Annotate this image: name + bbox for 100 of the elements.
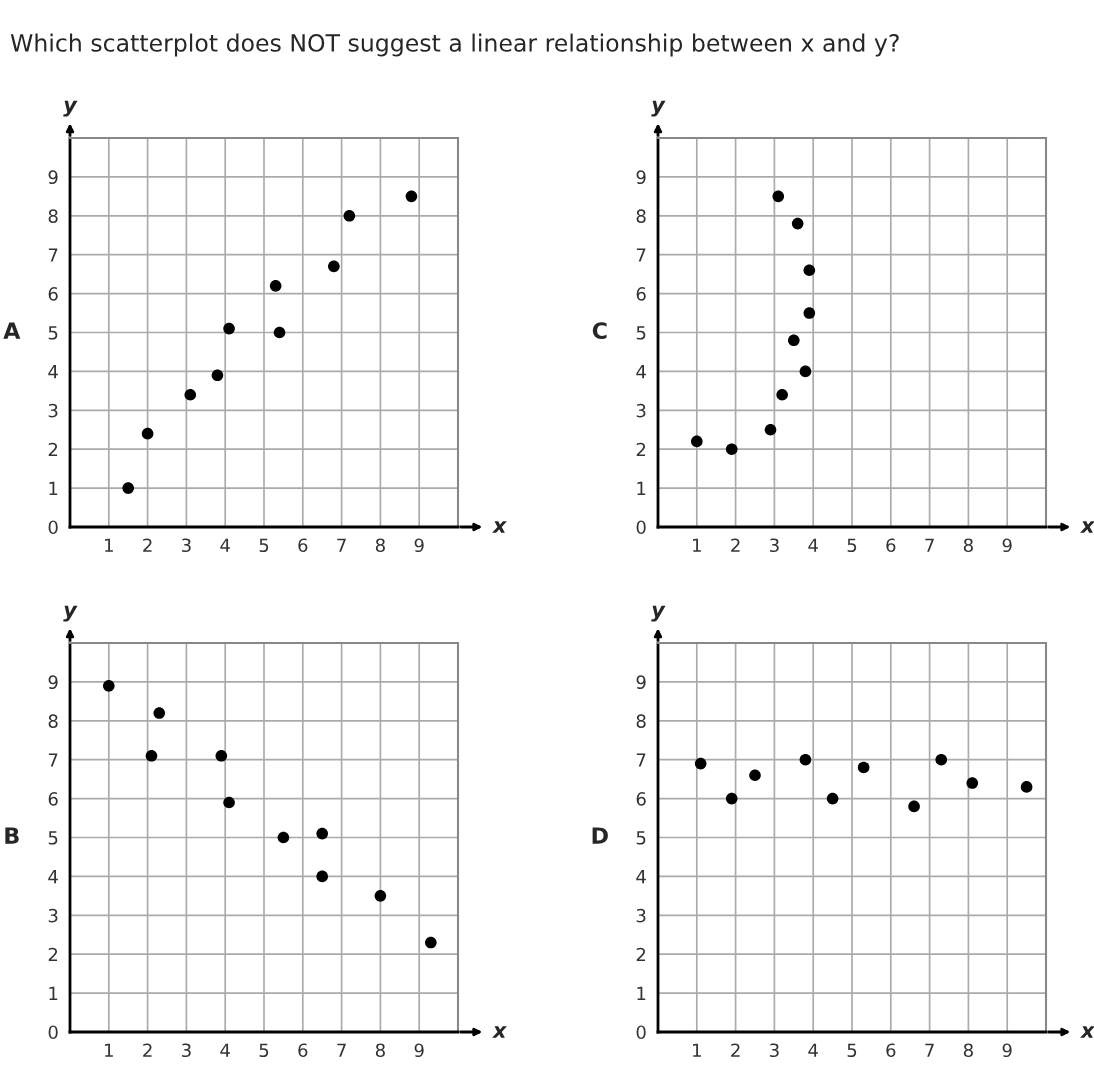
point bbox=[799, 753, 812, 766]
x-tick-label: 7 bbox=[925, 538, 934, 552]
x-tick-label: 9 bbox=[1002, 1043, 1012, 1058]
x-axis-title: x bbox=[1080, 1026, 1094, 1038]
y-tick-label: 6 bbox=[48, 792, 58, 806]
y-tick-label: 3 bbox=[48, 403, 58, 418]
x-tick-label: 9 bbox=[414, 1043, 424, 1058]
x-tick-label: 4 bbox=[220, 538, 230, 552]
x-tick-label: 4 bbox=[808, 538, 818, 552]
point bbox=[316, 870, 329, 883]
y-tick-label: 1 bbox=[49, 481, 58, 495]
point bbox=[803, 307, 816, 319]
x-tick-label: 3 bbox=[182, 538, 191, 553]
y-tick-label: 1 bbox=[637, 986, 646, 1000]
x-tick-label: 5 bbox=[259, 1043, 269, 1058]
y-tick-label: 3 bbox=[48, 908, 58, 923]
x-tick-label: 5 bbox=[847, 538, 857, 553]
y-tick-label: 6 bbox=[48, 287, 58, 301]
y-tick-label: 7 bbox=[48, 248, 58, 262]
point bbox=[122, 482, 135, 494]
y-tick-label: 2 bbox=[48, 947, 58, 962]
point bbox=[145, 750, 158, 762]
y-tick-label: 0 bbox=[636, 1025, 646, 1040]
y-tick-label: 3 bbox=[636, 908, 646, 923]
point bbox=[772, 190, 785, 203]
x-axis-title: x bbox=[492, 1026, 507, 1038]
point bbox=[1020, 781, 1033, 793]
x-tick-label: 4 bbox=[808, 1043, 818, 1057]
x-tick-label: 8 bbox=[375, 538, 385, 553]
x-tick-label: 5 bbox=[259, 538, 269, 553]
x-tick-label: 6 bbox=[298, 1043, 308, 1058]
x-tick-label: 2 bbox=[731, 1043, 740, 1057]
point bbox=[102, 679, 115, 692]
point bbox=[791, 217, 804, 230]
y-tick-label: 3 bbox=[636, 403, 646, 418]
x-tick-label: 6 bbox=[298, 538, 308, 553]
x-tick-label: 5 bbox=[847, 1043, 857, 1058]
y-tick-label: 0 bbox=[636, 520, 646, 535]
point bbox=[787, 334, 800, 347]
point bbox=[223, 322, 235, 335]
x-tick-label: 6 bbox=[886, 1043, 896, 1058]
y-tick-label: 8 bbox=[636, 209, 646, 223]
y-tick-label: 7 bbox=[636, 753, 646, 767]
y-tick-label: 4 bbox=[48, 365, 58, 379]
point bbox=[328, 260, 340, 273]
y-tick-label: 5 bbox=[48, 831, 58, 845]
point bbox=[725, 792, 738, 805]
x-tick-label: 7 bbox=[925, 1043, 934, 1057]
x-tick-label: 8 bbox=[375, 1043, 385, 1058]
y-tick-label: 5 bbox=[636, 831, 646, 845]
y-tick-label: 8 bbox=[48, 714, 58, 728]
x-tick-label: 8 bbox=[963, 538, 973, 553]
x-axis-title: x bbox=[1080, 521, 1094, 533]
x-tick-label: 2 bbox=[143, 538, 152, 552]
y-axis-title: y bbox=[651, 605, 666, 622]
y-tick-label: 5 bbox=[48, 326, 58, 340]
x-tick-label: 1 bbox=[693, 1043, 701, 1057]
y-tick-label: 7 bbox=[48, 753, 58, 767]
x-tick-label: 1 bbox=[105, 1043, 113, 1057]
point bbox=[277, 831, 290, 844]
point bbox=[966, 777, 979, 789]
point bbox=[799, 365, 812, 378]
point bbox=[749, 769, 761, 782]
point bbox=[857, 761, 870, 774]
y-tick-label: 1 bbox=[49, 986, 58, 1000]
point bbox=[215, 750, 228, 762]
point bbox=[223, 796, 235, 809]
point bbox=[826, 792, 839, 805]
y-axis-title: y bbox=[63, 605, 78, 622]
text: B bbox=[5, 827, 19, 844]
text: D bbox=[592, 827, 608, 844]
text: A bbox=[3, 322, 21, 339]
x-tick-label: 6 bbox=[886, 538, 896, 553]
point bbox=[184, 388, 197, 401]
y-tick-label: 0 bbox=[48, 520, 58, 535]
text: C bbox=[592, 322, 607, 339]
y-tick-label: 8 bbox=[48, 209, 58, 223]
y-tick-label: 2 bbox=[48, 442, 58, 457]
point bbox=[153, 707, 166, 719]
x-tick-label: 8 bbox=[963, 1043, 973, 1058]
y-tick-label: 9 bbox=[636, 675, 646, 690]
x-tick-label: 7 bbox=[337, 538, 346, 552]
y-tick-label: 2 bbox=[636, 947, 646, 962]
y-tick-label: 6 bbox=[636, 287, 646, 301]
text: Which scatterplot does NOT suggest a linear relationship between x and y? bbox=[10, 33, 899, 57]
point bbox=[694, 757, 707, 770]
y-tick-label: 9 bbox=[48, 675, 58, 690]
point bbox=[776, 388, 788, 401]
y-tick-label: 5 bbox=[636, 326, 646, 340]
x-tick-label: 3 bbox=[770, 1043, 779, 1058]
point bbox=[725, 443, 738, 456]
x-tick-label: 3 bbox=[770, 538, 779, 553]
x-tick-label: 1 bbox=[105, 538, 113, 552]
y-axis-title: y bbox=[63, 100, 78, 117]
x-tick-label: 7 bbox=[337, 1043, 346, 1057]
point bbox=[343, 209, 356, 222]
point bbox=[211, 369, 224, 382]
y-tick-label: 6 bbox=[636, 792, 646, 806]
point bbox=[405, 190, 418, 203]
point bbox=[316, 827, 329, 840]
